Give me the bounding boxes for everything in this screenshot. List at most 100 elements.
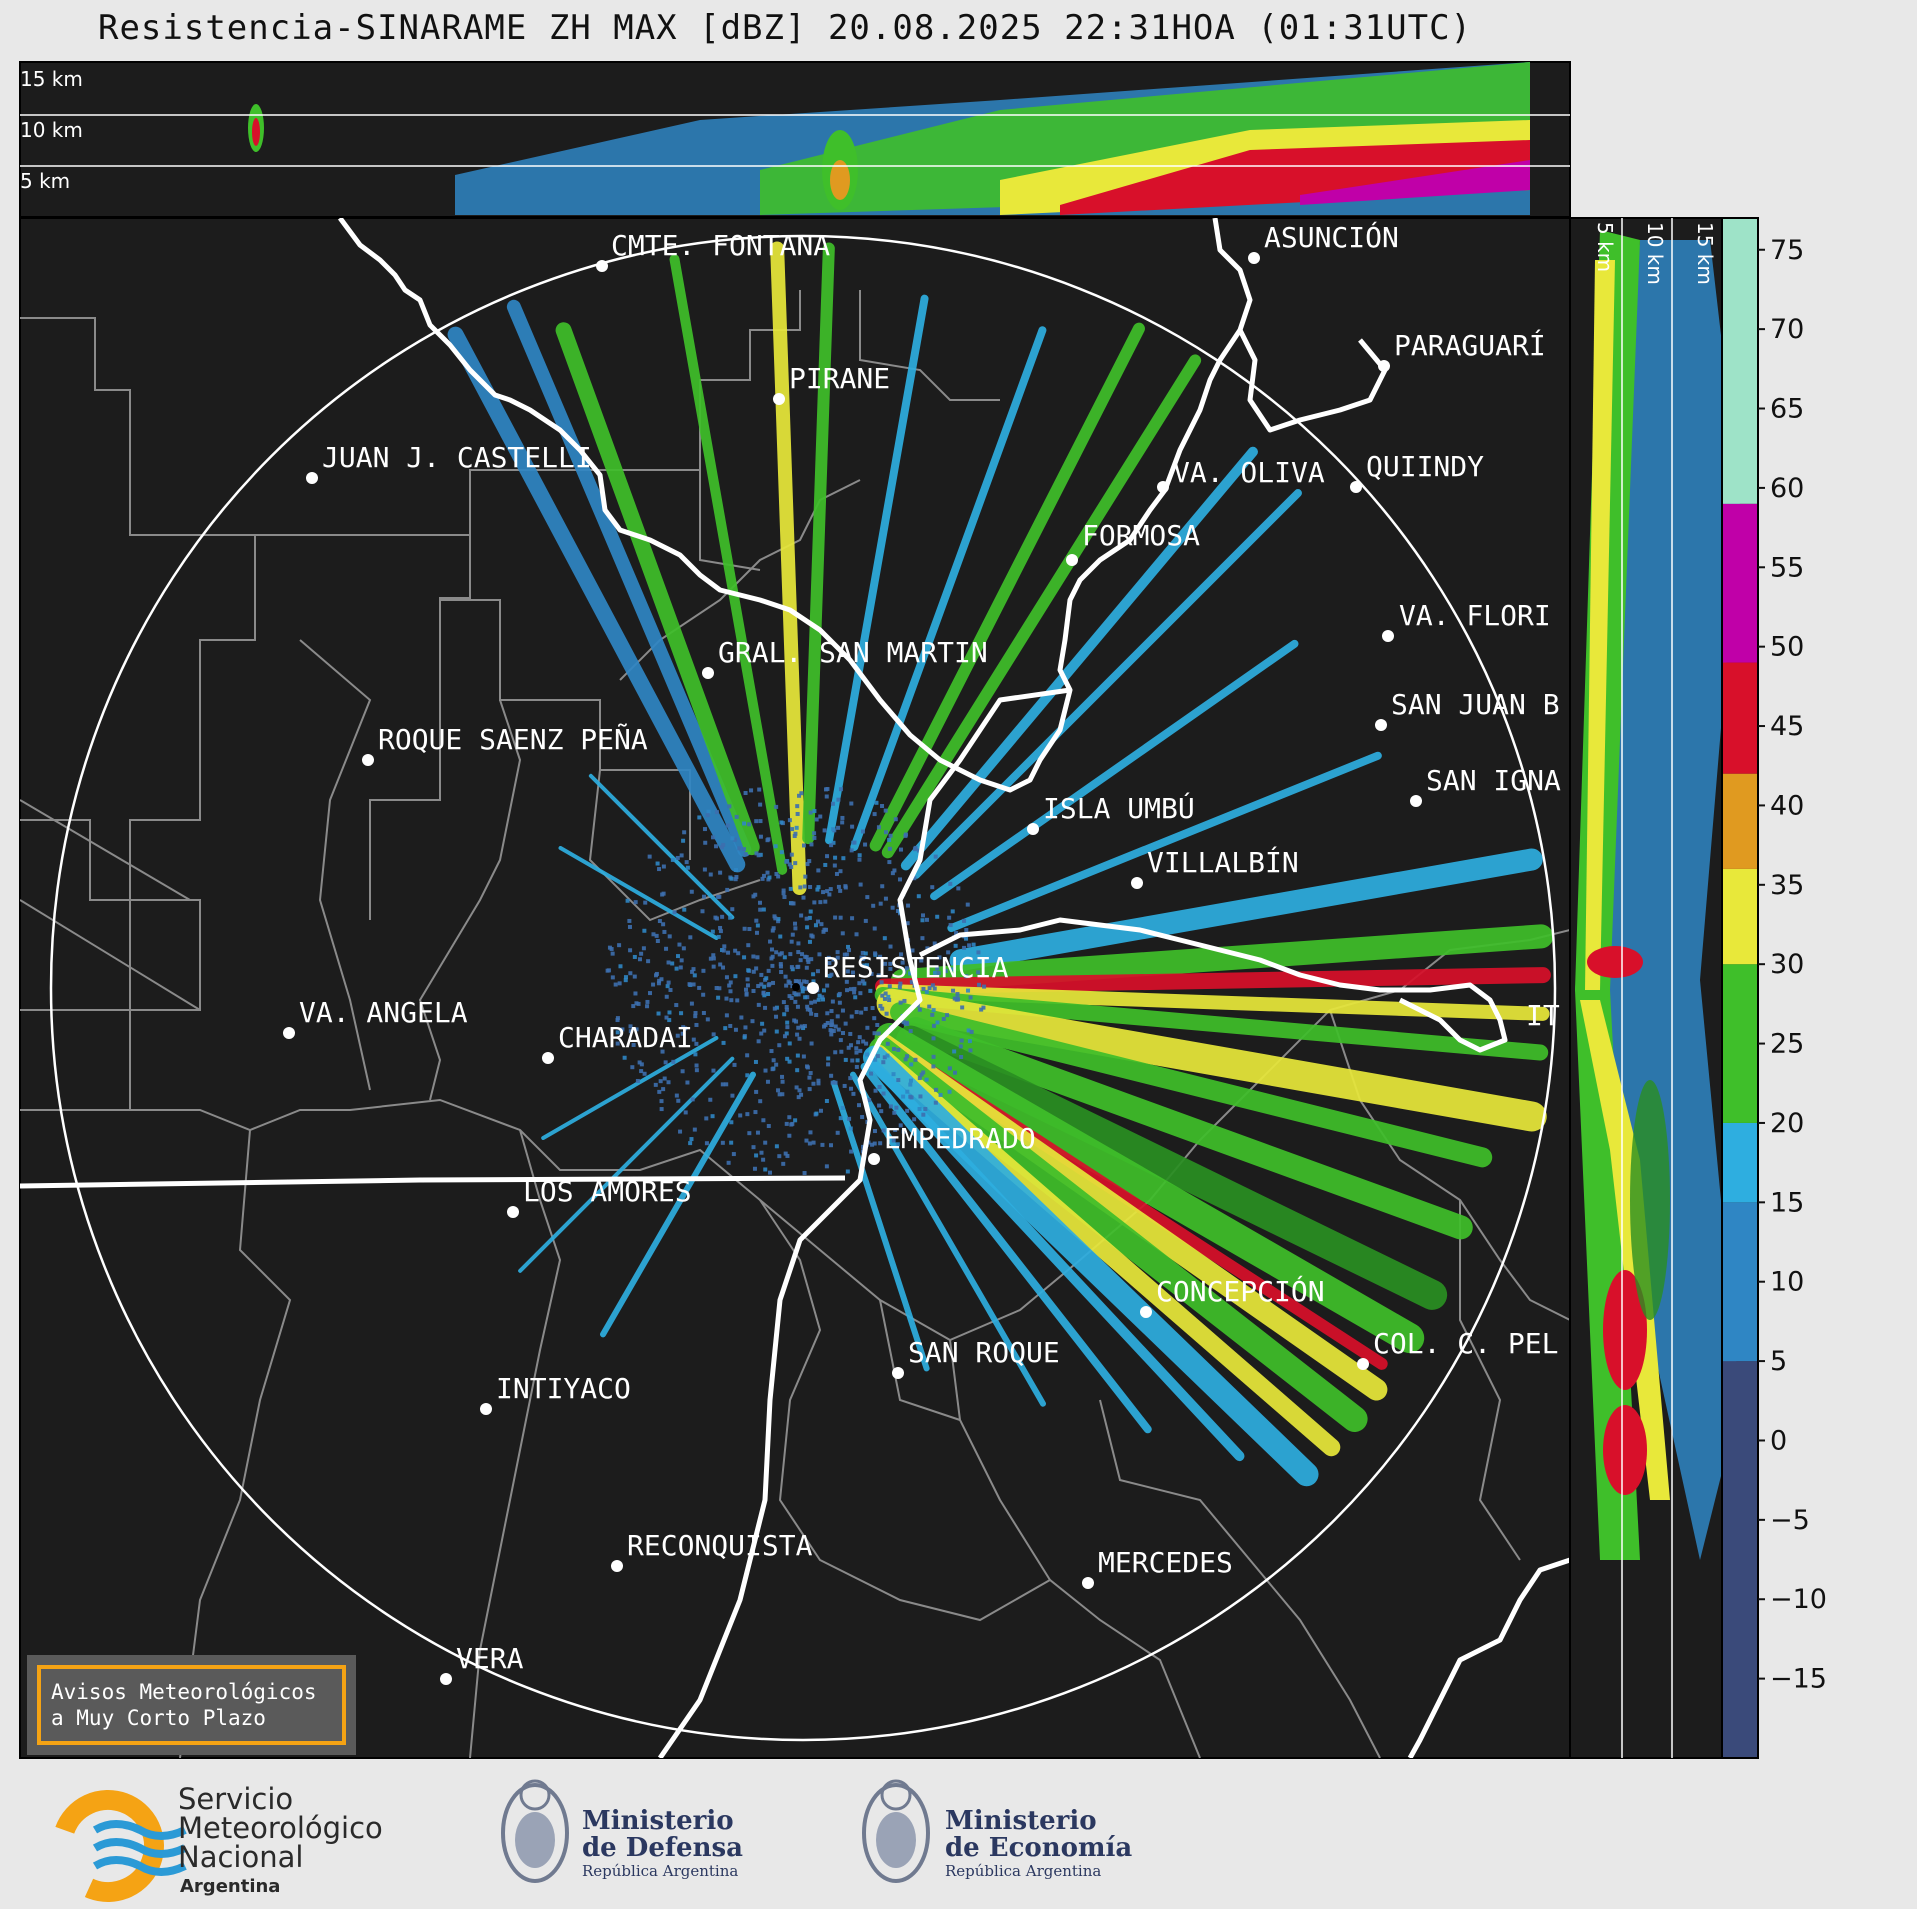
place-marker <box>611 1560 623 1572</box>
smn-wave-icon <box>92 1820 187 1840</box>
place-marker <box>807 982 819 994</box>
place-marker <box>1375 719 1387 731</box>
colorbar-segment <box>1722 964 1758 1123</box>
echo-ray <box>866 1056 1245 1462</box>
echo-ray <box>447 326 746 873</box>
place-label: VA. ANGELA <box>299 996 468 1029</box>
smn-logo: Servicio Meteorológico Nacional Argentin… <box>52 1782 383 1902</box>
colorbar-tick-label: 65 <box>1770 394 1804 425</box>
echo-ray <box>881 354 1202 859</box>
place-label: EMPEDRADO <box>884 1122 1036 1155</box>
aviso-link[interactable]: Avisos Meteorológicos a Muy Corto Plazo <box>37 1665 346 1745</box>
aviso-line1: Avisos Meteorológicos <box>51 1680 317 1704</box>
colorbar-tick-label: 30 <box>1770 949 1804 980</box>
echo-ray <box>949 848 1543 972</box>
side-height-label-5: 5 km <box>1593 222 1617 272</box>
colorbar-tick-label: −15 <box>1770 1664 1827 1695</box>
echo-ray <box>869 322 1145 852</box>
place-label: SAN ROQUE <box>908 1336 1060 1369</box>
place-label: VA. FLORI <box>1399 599 1551 632</box>
place-label: VA. OLIVA <box>1173 456 1325 489</box>
place-marker <box>362 754 374 766</box>
colorbar-tick-label: 5 <box>1770 1346 1787 1377</box>
place-label: RESISTENCIA <box>823 951 1009 984</box>
place-marker <box>1410 795 1422 807</box>
place-marker <box>1248 252 1260 264</box>
echo-ray <box>555 322 760 856</box>
place-marker <box>542 1052 554 1064</box>
colorbar-tick-label: 10 <box>1770 1267 1804 1298</box>
place-marker <box>1350 481 1362 493</box>
top-height-label-10: 10 km <box>20 118 83 142</box>
echo-ray <box>900 446 1258 871</box>
echo-ray <box>912 489 1302 879</box>
place-label: LOS AMORES <box>523 1175 692 1208</box>
place-marker <box>596 260 608 272</box>
place-marker <box>1357 1358 1369 1370</box>
echo-ray <box>876 988 1547 1132</box>
colorbar-tick-label: −10 <box>1770 1584 1827 1615</box>
coat-of-arms-icon <box>862 1783 930 1883</box>
echo-ray <box>518 1056 735 1273</box>
echo-ray <box>890 924 1554 994</box>
colorbar-tick-label: 70 <box>1770 314 1804 345</box>
echo-ray <box>875 983 1550 1021</box>
place-label: COL. C. PEL <box>1373 1327 1558 1360</box>
economia-line1: Ministerio <box>945 1806 1097 1836</box>
top-cross-section-panel: 15 km 10 km 5 km <box>19 61 1571 218</box>
aviso-box: Avisos Meteorológicos a Muy Corto Plazo <box>27 1655 356 1755</box>
echo-ray <box>890 1002 1493 1168</box>
radar-site-icon <box>792 983 800 991</box>
echo-ray <box>868 1036 1368 1432</box>
place-label: CMTE. FONTANA <box>611 229 830 262</box>
colorbar-segment <box>1722 503 1758 663</box>
map-title: Resistencia-SINARAME ZH MAX [dBZ] 20.08.… <box>97 8 1473 48</box>
place-marker <box>1082 1577 1094 1589</box>
echo-ray <box>588 773 735 920</box>
place-marker <box>480 1403 492 1415</box>
place-marker <box>283 1027 295 1039</box>
echo-ray <box>558 846 719 940</box>
echo-ray <box>874 1023 1425 1353</box>
place-label: PARAGUARÍ <box>1394 328 1546 362</box>
place-marker <box>702 667 714 679</box>
colorbar-tick-label: 50 <box>1770 632 1804 663</box>
echo-ray <box>669 254 788 875</box>
colorbar-tick-label: 15 <box>1770 1187 1804 1218</box>
colorbar-tick-label: 20 <box>1770 1108 1804 1139</box>
colorbar-tick-label: 60 <box>1770 473 1804 504</box>
top-height-label-15: 15 km <box>20 67 83 91</box>
colorbar-tick-label: 35 <box>1770 870 1804 901</box>
echo-ray <box>862 1045 1319 1487</box>
place-marker <box>868 1153 880 1165</box>
coat-of-arms-icon <box>501 1783 569 1883</box>
place-label: SAN JUAN B <box>1391 688 1560 721</box>
economia-line2: de Economía <box>945 1833 1132 1863</box>
colorbar-segment <box>1722 868 1758 965</box>
place-marker <box>773 393 785 405</box>
smn-line4: Argentina <box>180 1876 280 1897</box>
place-label: JUAN J. CASTELLI <box>322 441 592 474</box>
place-label: INTIYACO <box>496 1372 631 1405</box>
place-marker <box>1131 877 1143 889</box>
smn-line1: Servicio <box>178 1782 293 1816</box>
place-label: CONCEPCIÓN <box>1156 1274 1325 1308</box>
place-marker <box>1066 554 1078 566</box>
place-label: ISLA UMBÚ <box>1043 791 1195 825</box>
defensa-line3: República Argentina <box>582 1862 738 1880</box>
place-label: PIRANE <box>789 362 890 395</box>
colorbar-segment <box>1722 1122 1758 1203</box>
defensa-line2: de Defensa <box>582 1833 743 1863</box>
echo-ray <box>506 299 752 857</box>
economia-line3: República Argentina <box>945 1862 1101 1880</box>
range-ring <box>49 234 1557 1742</box>
place-label: RECONQUISTA <box>627 1529 813 1562</box>
place-label: GRAL. SAN MARTIN <box>718 636 988 669</box>
colorbar-tick-label: 0 <box>1770 1425 1787 1456</box>
place-marker <box>1382 630 1394 642</box>
top-height-label-5: 5 km <box>20 169 70 193</box>
smn-ring-icon <box>52 1790 164 1902</box>
colorbar-segment <box>1722 662 1758 774</box>
